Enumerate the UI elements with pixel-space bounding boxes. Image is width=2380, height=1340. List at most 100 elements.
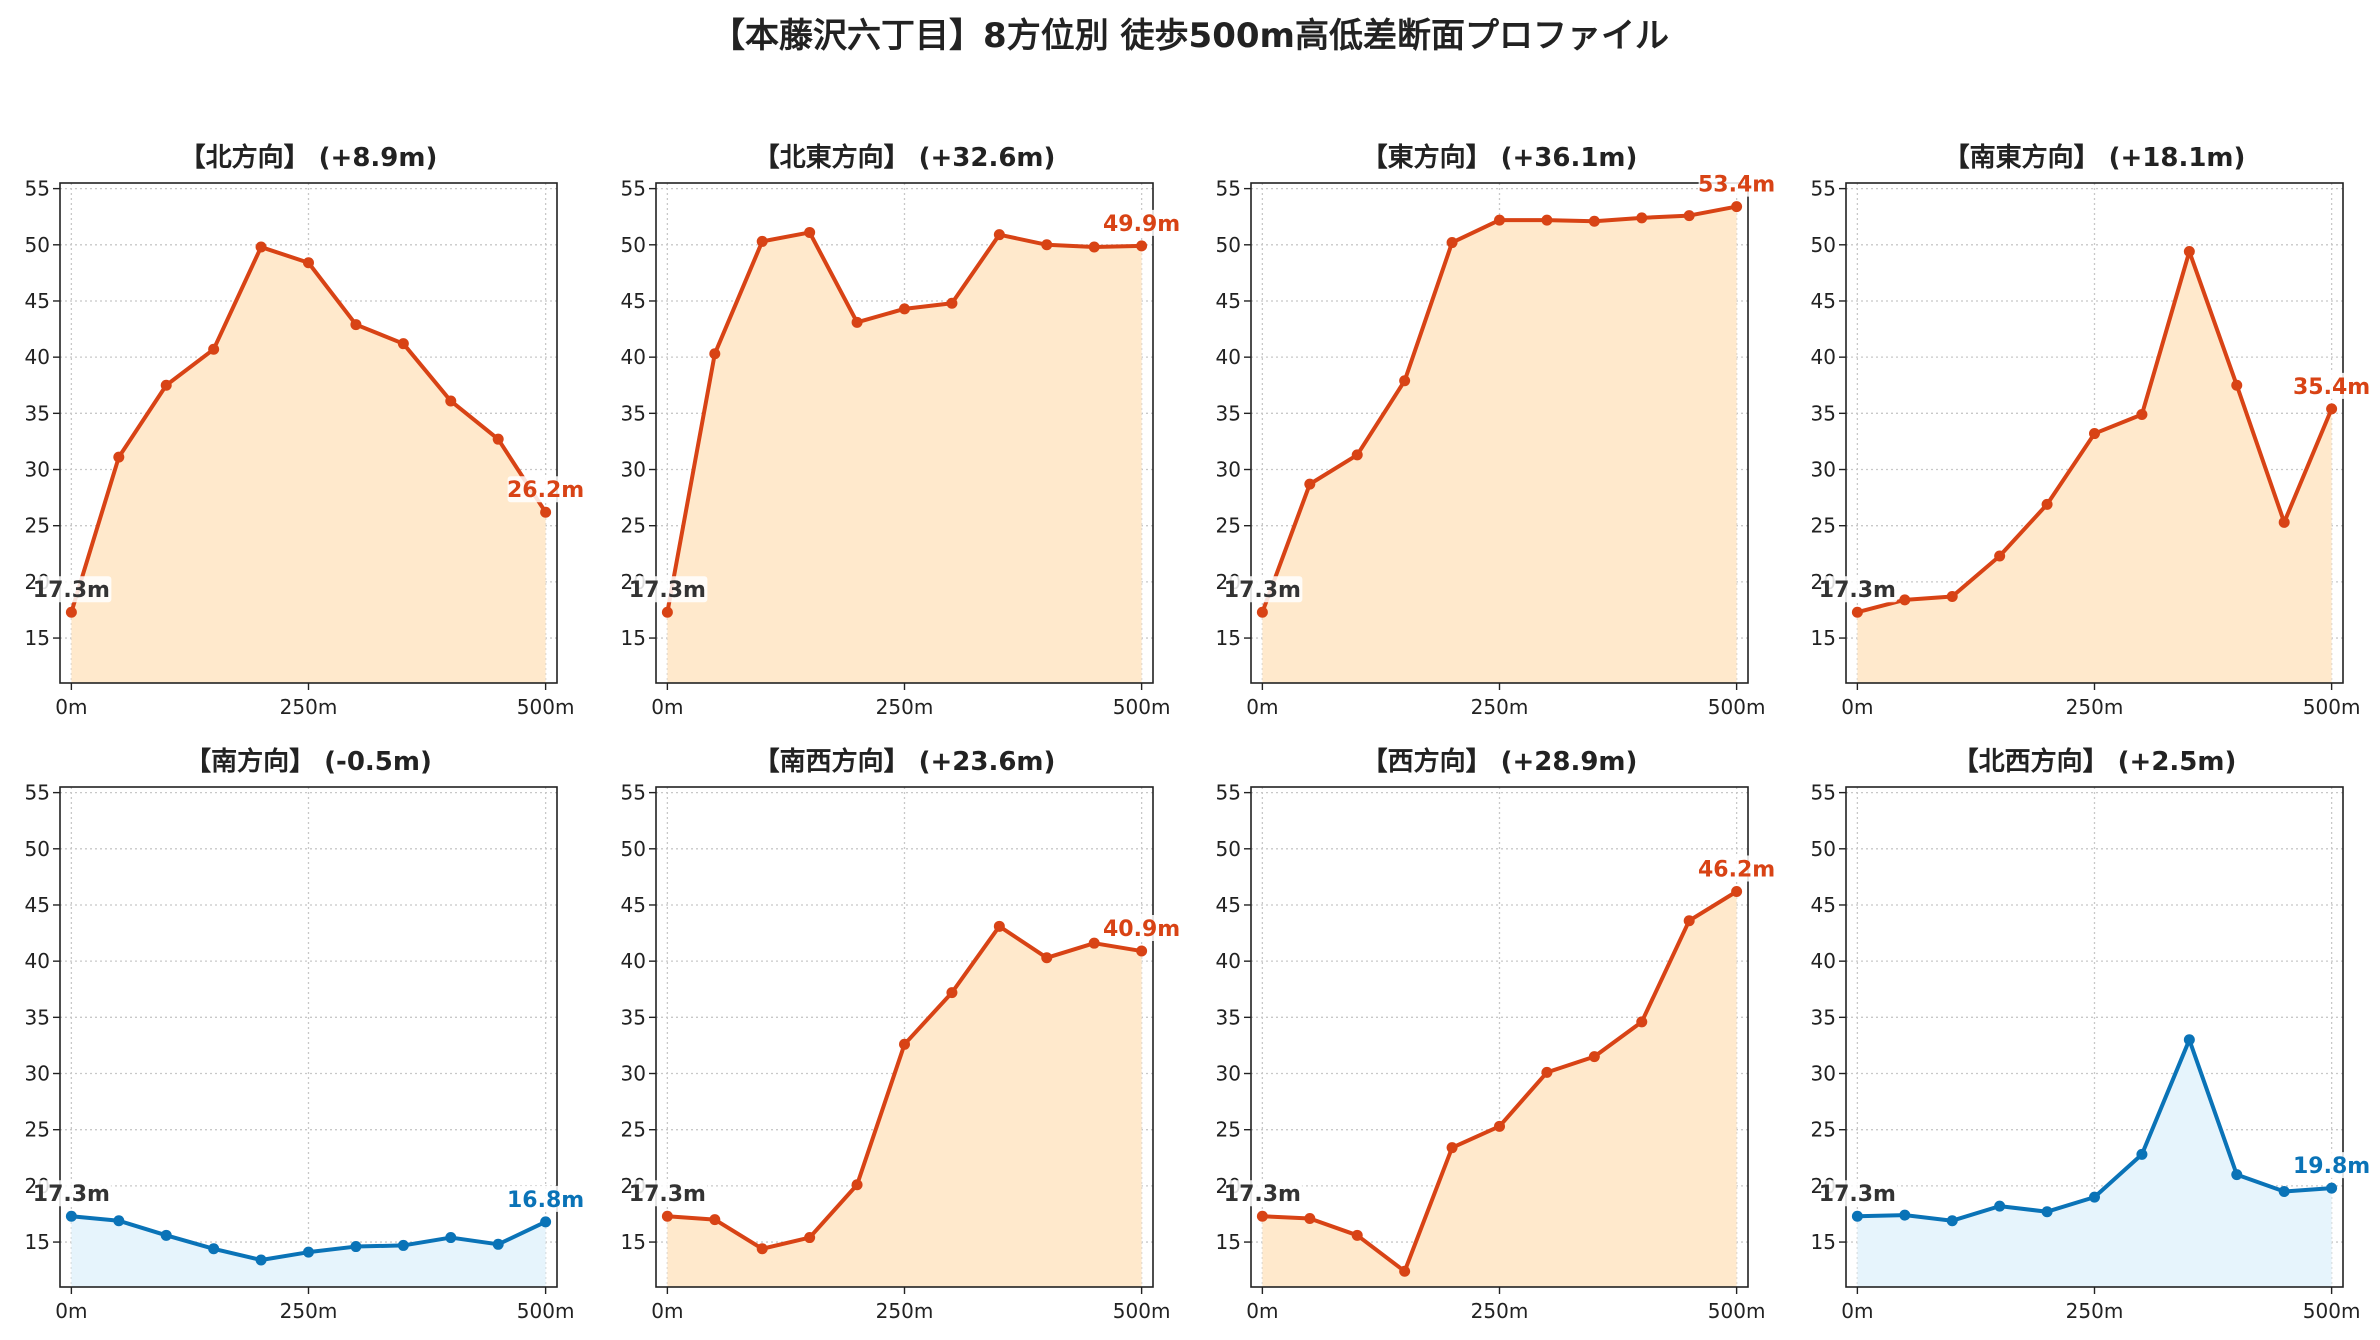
y-tick-label: 40 [25, 949, 50, 973]
panel-title: 【東方向】 (+36.1m) [1362, 142, 1638, 173]
elevation-area [667, 232, 1142, 683]
panel-title: 【西方向】 (+28.9m) [1362, 746, 1638, 777]
panel-title: 【北方向】 (+8.9m) [180, 142, 438, 173]
data-point [1946, 1215, 1958, 1227]
x-tick-label: 0m [651, 1299, 683, 1323]
y-tick-label: 40 [1811, 345, 1836, 369]
data-point [2231, 1169, 2243, 1181]
end-label-box [1698, 170, 1775, 197]
y-tick-label: 30 [25, 458, 50, 482]
data-point [709, 348, 721, 360]
y-tick-label: 40 [621, 949, 646, 973]
data-point [946, 987, 958, 999]
y-tick-label: 30 [1216, 458, 1241, 482]
panel-title: 【北東方向】 (+32.6m) [754, 142, 1056, 173]
y-tick-label: 55 [1811, 781, 1836, 805]
data-point [2183, 1034, 2195, 1046]
chart-panel: 【西方向】 (+28.9m)1520253035404550550m250m50… [1216, 746, 1776, 1323]
y-tick-label: 15 [25, 626, 50, 650]
data-point [2278, 516, 2290, 528]
y-tick-label: 45 [1216, 289, 1241, 313]
end-label: 26.2m [507, 478, 584, 503]
data-point [1351, 1229, 1363, 1241]
data-point [2278, 1185, 2290, 1197]
y-tick-label: 25 [1811, 514, 1836, 538]
x-tick-label: 500m [1708, 695, 1766, 719]
y-tick-label: 30 [1811, 1062, 1836, 1086]
x-tick-label: 250m [876, 695, 934, 719]
chart-panel: 【北東方向】 (+32.6m)1520253035404550550m250m5… [621, 142, 1181, 719]
y-tick-label: 55 [621, 177, 646, 201]
y-tick-label: 50 [25, 837, 50, 861]
data-point [1256, 1210, 1268, 1222]
x-tick-label: 0m [1246, 695, 1278, 719]
chart-panel: 【南方向】 (-0.5m)1520253035404550550m250m500… [25, 746, 585, 1323]
elevation-area [1262, 891, 1737, 1287]
data-point [661, 606, 673, 618]
data-point [1446, 1142, 1458, 1154]
y-tick-label: 50 [25, 233, 50, 257]
data-point [1541, 1066, 1553, 1078]
chart-panel: 【北西方向】 (+2.5m)1520253035404550550m250m50… [1811, 746, 2371, 1323]
end-label: 35.4m [2293, 375, 2370, 400]
start-label-box [631, 576, 708, 603]
data-point [255, 1254, 267, 1266]
y-tick-label: 25 [621, 514, 646, 538]
data-point [2326, 403, 2338, 415]
data-point [1541, 214, 1553, 226]
elevation-area [667, 926, 1142, 1287]
data-point [1136, 945, 1148, 957]
data-point [1494, 1120, 1505, 1132]
data-point [1851, 606, 1863, 618]
y-tick-label: 30 [1216, 1062, 1241, 1086]
data-point [160, 1229, 172, 1241]
y-tick-label: 45 [621, 893, 646, 917]
data-point [350, 319, 362, 331]
data-point [160, 379, 172, 391]
data-point [1304, 1212, 1316, 1224]
end-label-box [1103, 915, 1180, 942]
panel-title: 【南西方向】 (+23.6m) [754, 746, 1056, 777]
data-point [1351, 449, 1363, 461]
y-tick-label: 45 [25, 893, 50, 917]
start-label-box [1226, 576, 1303, 603]
data-point [445, 1232, 457, 1244]
y-tick-label: 25 [621, 1118, 646, 1142]
end-label-box [1103, 209, 1180, 236]
data-point [804, 226, 816, 238]
data-point [2231, 379, 2243, 391]
x-tick-label: 500m [517, 695, 575, 719]
panel-title: 【北西方向】 (+2.5m) [1953, 746, 2237, 777]
data-point [492, 433, 504, 445]
data-point [2136, 408, 2148, 420]
end-label-box [507, 476, 584, 503]
start-label-box [1821, 576, 1898, 603]
y-tick-label: 35 [1811, 401, 1836, 425]
x-tick-label: 250m [280, 695, 338, 719]
data-point [993, 229, 1005, 241]
data-point [1731, 885, 1743, 897]
y-tick-label: 25 [1216, 1118, 1241, 1142]
y-tick-label: 45 [1811, 289, 1836, 313]
chart-panel: 【南西方向】 (+23.6m)1520253035404550550m250m5… [621, 746, 1181, 1323]
data-point [1683, 210, 1695, 222]
y-tick-label: 55 [621, 781, 646, 805]
y-tick-label: 15 [1811, 626, 1836, 650]
data-point [350, 1241, 362, 1253]
start-label: 17.3m [1819, 1182, 1896, 1207]
data-point [1994, 1200, 2006, 1212]
y-tick-label: 15 [1216, 626, 1241, 650]
data-point [1399, 375, 1411, 387]
data-point [851, 1179, 863, 1191]
chart-panel: 【南東方向】 (+18.1m)1520253035404550550m250m5… [1811, 142, 2371, 719]
data-point [113, 451, 125, 463]
start-label-box [35, 576, 112, 603]
elevation-area [71, 247, 546, 684]
data-point [1683, 915, 1695, 927]
data-point [208, 343, 220, 355]
data-point [946, 297, 958, 309]
data-point [1851, 1210, 1863, 1222]
data-point [804, 1232, 816, 1244]
y-tick-label: 30 [25, 1062, 50, 1086]
y-tick-label: 50 [621, 837, 646, 861]
